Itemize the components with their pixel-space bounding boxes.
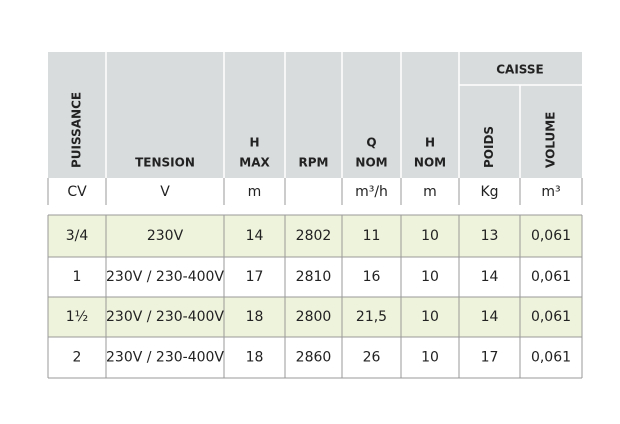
column-header: NOM (355, 156, 387, 170)
cell: 0,061 (531, 269, 571, 285)
column-header: VOLUME (544, 112, 558, 168)
cell: 10 (421, 309, 439, 325)
column-header: H (425, 136, 435, 150)
cell: 11 (363, 228, 381, 244)
cell: 0,061 (531, 228, 571, 244)
header-background (48, 52, 582, 178)
column-header: NOM (414, 156, 446, 170)
column-header: TENSION (135, 156, 195, 170)
cell: 17 (246, 269, 264, 285)
cell: 13 (481, 228, 499, 244)
cell: 0,061 (531, 350, 571, 366)
cell: 17 (481, 350, 499, 366)
row-background (48, 297, 582, 337)
cell: 16 (363, 269, 381, 285)
cell: 10 (421, 228, 439, 244)
cell: 0,061 (531, 309, 571, 325)
column-header: MAX (239, 156, 270, 170)
column-header: PUISSANCE (70, 92, 84, 168)
unit: m (423, 184, 437, 200)
cell: 3/4 (66, 228, 89, 244)
cell: 14 (481, 309, 499, 325)
cell: 14 (246, 228, 264, 244)
column-header: H (249, 136, 259, 150)
cell: 230V (147, 228, 184, 244)
row-background (48, 215, 582, 257)
cell: 18 (246, 309, 264, 325)
column-header: RPM (299, 156, 329, 170)
group-header: CAISSE (496, 63, 544, 77)
cell: 21,5 (356, 309, 387, 325)
unit: m³/h (355, 184, 388, 200)
cell: 1½ (66, 309, 88, 325)
cell: 1 (73, 269, 82, 285)
cell: 10 (421, 269, 439, 285)
unit: V (160, 184, 170, 200)
cell: 2810 (296, 269, 332, 285)
cell: 2800 (296, 309, 332, 325)
cell: 18 (246, 350, 264, 366)
cell: 2860 (296, 350, 332, 366)
cell: 10 (421, 350, 439, 366)
column-header: Q (366, 136, 376, 150)
cell: 230V / 230-400V (106, 350, 224, 366)
cell: 26 (363, 350, 381, 366)
unit: Kg (480, 184, 498, 200)
cell: 2 (73, 350, 82, 366)
cell: 2802 (296, 228, 332, 244)
unit: m³ (541, 184, 560, 200)
unit: m (248, 184, 262, 200)
cell: 14 (481, 269, 499, 285)
column-header: POIDS (482, 126, 496, 168)
unit: CV (67, 184, 87, 200)
cell: 230V / 230-400V (106, 269, 224, 285)
cell: 230V / 230-400V (106, 309, 224, 325)
